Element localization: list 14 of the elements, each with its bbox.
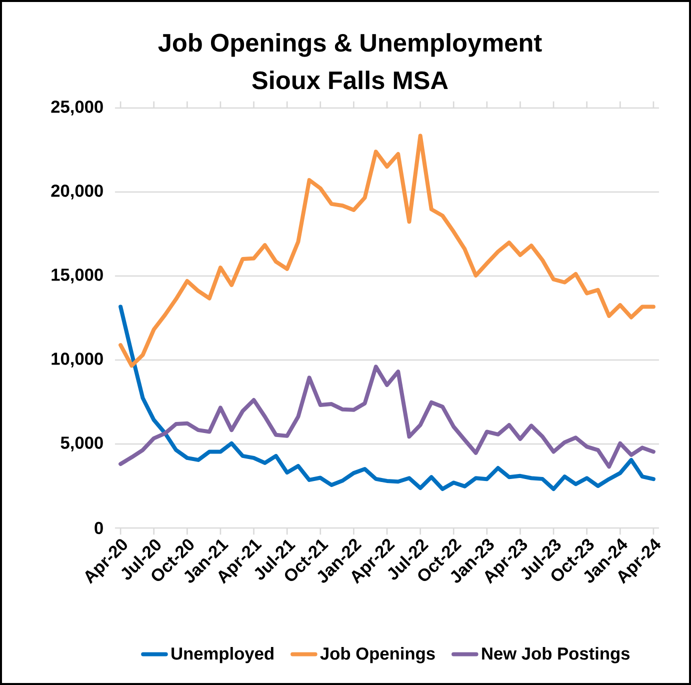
legend-label: New Job Postings: [482, 646, 630, 664]
y-tick-label: 25,000: [51, 100, 103, 116]
line-series: [118, 134, 656, 368]
y-tick-label: 20,000: [51, 184, 103, 200]
y-tick-label: 10,000: [52, 352, 103, 368]
chart-title: Job Openings & Unemployment: [158, 33, 542, 57]
chart-subtitle: Sioux Falls MSA: [252, 70, 448, 90]
y-tick-label: 15,000: [52, 268, 103, 284]
line-series: [118, 364, 656, 469]
legend-label: Job Openings: [320, 646, 435, 664]
y-tick-label: 5,000: [60, 436, 103, 452]
y-tick-label: 0: [94, 522, 103, 534]
line-series: [118, 304, 656, 492]
legend-label: Unemployed: [172, 646, 274, 664]
